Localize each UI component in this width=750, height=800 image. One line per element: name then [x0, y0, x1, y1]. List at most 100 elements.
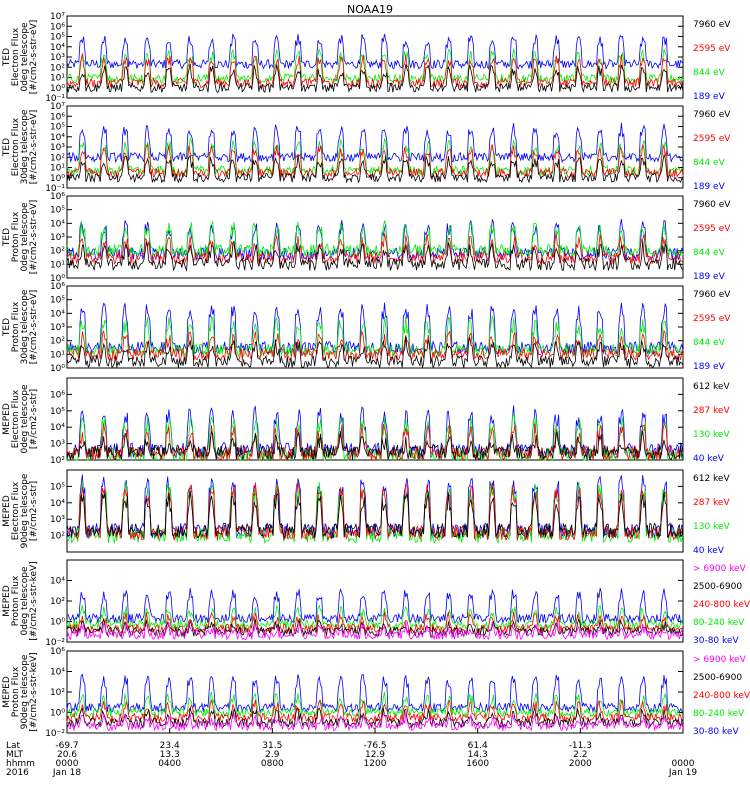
x-row-label: hhmm	[6, 759, 35, 769]
legend-entry: 2500-6900	[693, 673, 742, 683]
series-line-0	[66, 430, 684, 461]
y-tick-label: 10⁴	[50, 577, 65, 587]
y-tick-label: 10³	[50, 143, 65, 153]
legend-entry: 287 keV	[693, 498, 730, 508]
y-tick-label: 10⁰	[50, 274, 65, 284]
y-tick-label: 10⁻²	[45, 729, 65, 739]
legend-entry: 287 keV	[693, 406, 730, 416]
y-tick-label: 10⁴	[50, 423, 65, 433]
legend-entry: 7960 eV	[693, 200, 731, 210]
y-tick-label: 10¹	[50, 74, 65, 84]
legend-entry: 844 eV	[693, 248, 726, 258]
series-line-0	[66, 491, 684, 540]
y-tick-label: 10²	[50, 63, 65, 73]
legend-entry: 7960 eV	[693, 290, 731, 300]
y-tick-label: 10²	[50, 688, 65, 698]
x-tick-label: 13.3	[160, 750, 180, 760]
x-tick-label: 2000	[569, 759, 592, 769]
x-tick-label: -76.5	[363, 741, 386, 751]
legend-entry: 30-80 keV	[693, 727, 739, 737]
y-axis-label: MEPEDProton Flux90deg telescope[#/cm2-s-…	[2, 652, 39, 731]
y-tick-label: 10⁰	[50, 618, 65, 628]
y-tick-label: 10⁶	[50, 192, 65, 202]
series-line-2	[66, 698, 684, 724]
y-tick-label: 10⁴	[50, 219, 65, 229]
series-line-3	[66, 604, 684, 631]
x-row-label: Lat	[6, 741, 21, 751]
y-tick-label: 10⁰	[50, 364, 65, 374]
y-tick-label: 10⁵	[50, 296, 65, 306]
legend-entry: 40 keV	[693, 454, 725, 464]
legend-entry: 2595 eV	[693, 314, 731, 324]
series-line-0	[66, 336, 684, 369]
series-line-2	[66, 412, 684, 462]
series-line-2	[66, 220, 684, 258]
x-tick-label: 14.3	[468, 750, 488, 760]
y-tick-label: 10²	[50, 153, 65, 163]
x-tick-label: 2.9	[265, 750, 280, 760]
y-tick-label: 10⁶	[50, 390, 65, 400]
panel-meped-e-90: 10² 10³ 10⁴ 10⁵ MEPEDElectron Flux90deg tele…	[2, 469, 730, 556]
y-tick-label: 10⁰	[50, 709, 65, 719]
y-axis-label: TEDProton Flux0deg telescope[#/cm2-s-str…	[2, 200, 39, 275]
y-tick-label: 10⁵	[50, 33, 65, 43]
legend-entry: 130 keV	[693, 522, 730, 532]
legend-entry: > 6900 keV	[693, 564, 747, 574]
series-line-0	[66, 63, 684, 94]
y-tick-label: 10⁶	[50, 112, 65, 122]
y-tick-label: 10⁻¹	[45, 94, 65, 104]
plot-frame	[66, 469, 684, 553]
x-tick-label: 31.5	[262, 741, 282, 751]
y-tick-label: 10⁷	[50, 12, 65, 22]
legend-entry: 844 eV	[693, 158, 726, 168]
series-line-3	[67, 122, 684, 164]
legend-entry: 189 eV	[693, 272, 726, 282]
legend-entry: 2595 eV	[693, 44, 731, 54]
y-tick-label: 10⁶	[50, 647, 65, 657]
y-tick-label: 10⁵	[50, 123, 65, 133]
y-tick-label: 10²	[50, 456, 65, 466]
x-tick-label: 0400	[158, 759, 181, 769]
x-tick-label: 23.4	[160, 741, 180, 751]
x-tick-label: 0000	[672, 759, 695, 769]
series-line-4	[66, 587, 684, 625]
y-tick-label: 10⁰	[50, 84, 65, 94]
y-tick-label: 10²	[50, 337, 65, 347]
y-axis-label: MEPEDElectron Flux90deg telescope[#/cm2-…	[2, 473, 39, 548]
y-tick-label: 10³	[50, 515, 65, 525]
y-axis-label: TEDElectron Flux0deg telescope[#/cm2-s-s…	[2, 20, 39, 95]
y-tick-label: 10⁴	[50, 309, 65, 319]
y-tick-label: 10²	[50, 247, 65, 257]
y-tick-label: 10⁶	[50, 22, 65, 32]
legend-entry: 2500-6900	[693, 582, 742, 592]
y-tick-label: 10⁶	[50, 282, 65, 292]
legend-entry: 130 keV	[693, 430, 730, 440]
series-line-3	[66, 474, 684, 540]
plot-frame	[66, 195, 684, 279]
x-tick-label: 20.6	[57, 750, 77, 760]
x-row-label: MLT	[6, 750, 24, 760]
series-line-2	[66, 315, 684, 358]
panel-meped-p-90: 10⁻² 10⁰ 10² 10⁴ 10⁶ MEPEDProton Flux90deg te…	[2, 647, 750, 739]
legend-entry: 189 eV	[693, 362, 726, 372]
series-line-1	[66, 482, 684, 542]
legend-entry: 189 eV	[693, 182, 726, 192]
legend-entry: 612 keV	[693, 474, 730, 484]
y-tick-label: 10³	[50, 323, 65, 333]
x-tick-label: 1600	[466, 759, 489, 769]
series-line-1	[66, 233, 683, 266]
y-tick-label: 10⁵	[50, 407, 65, 417]
legend-entry: 844 eV	[693, 68, 726, 78]
y-axis-label: TEDElectron Flux30deg telescope[#/cm2-s-…	[2, 109, 39, 184]
legend-entry: 2595 eV	[693, 224, 731, 234]
y-tick-label: 10³	[50, 53, 65, 63]
series-line-4	[66, 673, 684, 714]
series-line-1	[66, 329, 684, 362]
y-tick-label: 10⁴	[50, 668, 65, 678]
y-tick-label: 10⁰	[50, 174, 65, 184]
legend-entry: 2595 eV	[693, 134, 731, 144]
legend-entry: 7960 eV	[693, 20, 731, 30]
y-axis-label: TEDProton Flux30deg telescope[#/cm2-s-st…	[2, 289, 39, 364]
